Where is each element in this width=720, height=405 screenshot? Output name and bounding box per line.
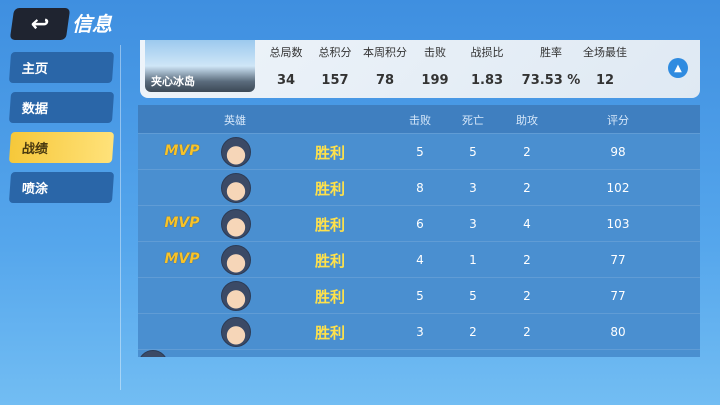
sidebar-item-data[interactable]: 数据 (8, 92, 115, 123)
header-score: 评分 (607, 114, 629, 127)
stat-value: 34 (276, 73, 296, 88)
hero-avatar (221, 317, 251, 347)
table-row[interactable]: 胜利 5 5 2 77 (138, 277, 700, 313)
score: 77 (610, 289, 626, 303)
sidebar-item-home[interactable]: 主页 (8, 52, 115, 83)
stat-label: 总积分 (318, 46, 352, 59)
sidebar-item-spray[interactable]: 喷涂 (8, 172, 115, 203)
table-row[interactable]: MVP 胜利 4 1 2 77 (138, 241, 700, 277)
kills: 4 (416, 253, 424, 267)
table-row-partial[interactable] (138, 349, 700, 357)
table-row[interactable]: MVP 胜利 6 3 4 103 (138, 205, 700, 241)
hero-avatar (138, 350, 168, 357)
page-title: 信息 (72, 12, 112, 36)
stat-label: 胜率 (540, 46, 562, 59)
stat-label: 本周积分 (363, 46, 407, 59)
sidebar-item-records[interactable]: 战绩 (8, 132, 115, 163)
assists: 2 (523, 325, 531, 339)
deaths: 5 (469, 289, 477, 303)
assists: 2 (523, 289, 531, 303)
assists: 2 (523, 181, 531, 195)
stat-label: 总局数 (269, 46, 303, 59)
map-thumbnail: 夹心冰岛 (145, 40, 255, 92)
match-result: 胜利 (314, 144, 346, 162)
deaths: 1 (469, 253, 477, 267)
header-kills: 击败 (409, 114, 431, 127)
header-deaths: 死亡 (462, 114, 484, 127)
match-result: 胜利 (314, 180, 346, 198)
collapse-button[interactable]: ▲ (668, 58, 688, 78)
summary-card: 夹心冰岛 (140, 40, 700, 98)
table-row[interactable]: 胜利 8 3 2 102 (138, 169, 700, 205)
score: 102 (606, 181, 630, 195)
hero-avatar (221, 173, 251, 203)
assists: 4 (523, 217, 531, 231)
chevron-up-icon: ▲ (674, 62, 682, 74)
assists: 2 (523, 145, 531, 159)
header-assists: 助攻 (516, 114, 538, 127)
mvp-badge: MVP (164, 143, 200, 159)
deaths: 5 (469, 145, 477, 159)
match-result: 胜利 (314, 288, 346, 306)
divider (120, 45, 121, 390)
stat-value: 199 (421, 73, 449, 88)
mvp-badge: MVP (164, 215, 200, 231)
match-result: 胜利 (314, 216, 346, 234)
table-row[interactable]: MVP 胜利 5 5 2 98 (138, 133, 700, 169)
mvp-badge: MVP (164, 251, 200, 267)
hero-avatar (221, 209, 251, 239)
match-table: 英雄 击败 死亡 助攻 评分 MVP 胜利 5 5 2 98 胜利 8 3 2 … (138, 105, 700, 357)
match-result: 胜利 (314, 252, 346, 270)
map-name: 夹心冰岛 (151, 75, 195, 88)
table-row[interactable]: 胜利 3 2 2 80 (138, 313, 700, 349)
stat-label: 击败 (424, 46, 446, 59)
kills: 5 (416, 289, 424, 303)
hero-avatar (221, 245, 251, 275)
deaths: 3 (469, 217, 477, 231)
stat-value: 12 (595, 73, 615, 88)
hero-avatar (221, 281, 251, 311)
stat-value: 157 (321, 73, 349, 88)
match-result: 胜利 (314, 324, 346, 342)
kills: 6 (416, 217, 424, 231)
stat-value: 78 (375, 73, 395, 88)
score: 98 (610, 145, 626, 159)
stat-value: 1.83 (470, 73, 504, 88)
deaths: 3 (469, 181, 477, 195)
assists: 2 (523, 253, 531, 267)
back-button[interactable]: ↩ (9, 8, 71, 40)
score: 80 (610, 325, 626, 339)
score: 103 (606, 217, 630, 231)
stat-label: 全场最佳 (583, 46, 627, 59)
hero-avatar (221, 137, 251, 167)
deaths: 2 (469, 325, 477, 339)
back-arrow-icon: ↩ (29, 11, 51, 37)
kills: 8 (416, 181, 424, 195)
header-hero: 英雄 (224, 114, 246, 127)
stat-label: 战损比 (470, 46, 504, 59)
stat-value: 73.53 % (521, 73, 581, 88)
table-header: 英雄 击败 死亡 助攻 评分 (138, 105, 700, 133)
kills: 5 (416, 145, 424, 159)
score: 77 (610, 253, 626, 267)
kills: 3 (416, 325, 424, 339)
